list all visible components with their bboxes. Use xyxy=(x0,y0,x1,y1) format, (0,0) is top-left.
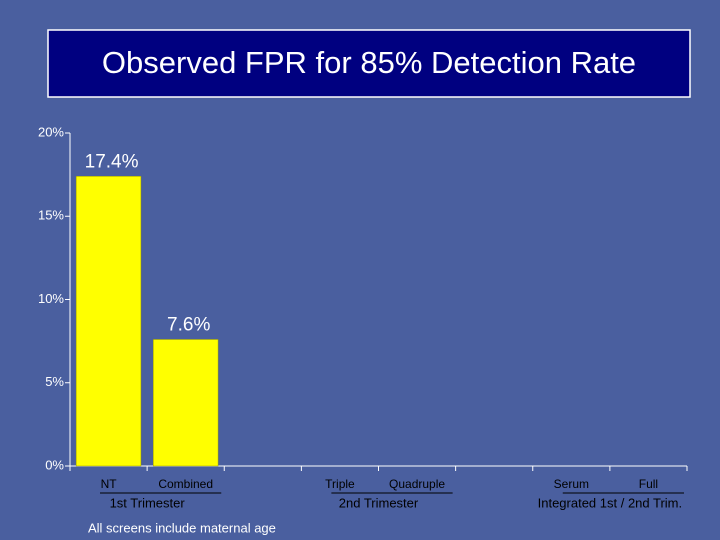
y-tick-label: 15% xyxy=(38,208,64,223)
x-tick-label: NT xyxy=(101,477,118,491)
title-box xyxy=(47,29,691,98)
chart-title: Observed FPR for 85% Detection Rate xyxy=(102,45,636,80)
y-tick-label: 5% xyxy=(45,374,64,389)
value-label: 7.6% xyxy=(167,314,210,335)
y-tick-label: 0% xyxy=(45,457,64,472)
y-tick-label: 10% xyxy=(38,291,64,306)
group-label: Integrated 1st / 2nd Trim. xyxy=(538,495,683,510)
bar xyxy=(153,339,219,467)
y-tick-label: 20% xyxy=(38,124,64,139)
footnote: All screens include maternal age xyxy=(88,520,276,535)
bar xyxy=(75,176,142,467)
group-label: 2nd Trimester xyxy=(339,495,419,510)
x-tick-label: Full xyxy=(639,477,658,491)
x-tick-label: Serum xyxy=(554,477,589,491)
x-tick-label: Triple xyxy=(325,477,355,491)
x-tick-label: Quadruple xyxy=(389,477,445,491)
x-tick-label: Combined xyxy=(158,477,213,491)
group-label: 1st Trimester xyxy=(110,495,186,510)
value-label: 17.4% xyxy=(85,151,139,172)
